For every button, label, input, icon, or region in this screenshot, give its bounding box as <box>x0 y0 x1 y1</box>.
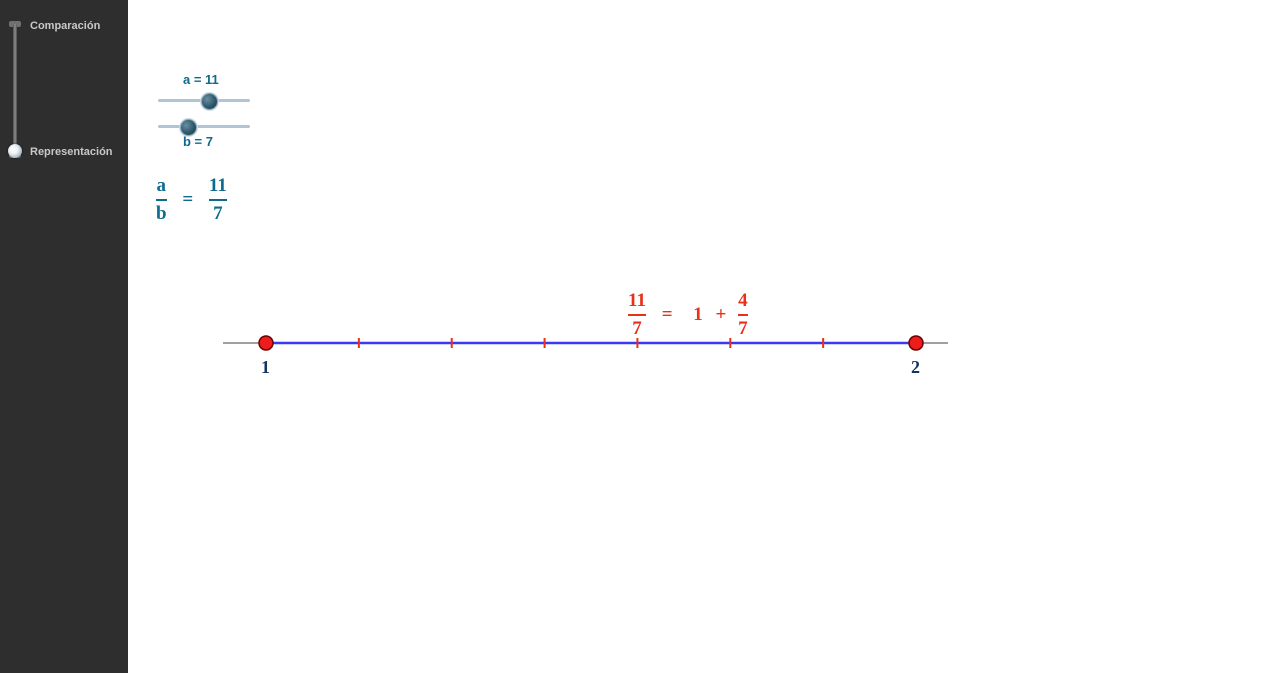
sidebar: Comparación Representación <box>0 0 128 673</box>
tab-representacion[interactable]: Representación <box>30 146 113 158</box>
canvas: a = 11 b = 7 a b = 11 7 11 7 = 1 + 4 7 <box>128 0 1280 673</box>
axis-label-2: 2 <box>911 357 920 378</box>
number-line <box>128 0 1280 673</box>
vertical-slider-thumb[interactable] <box>8 144 22 158</box>
tab-comparacion[interactable]: Comparación <box>30 20 100 32</box>
axis-label-1: 1 <box>261 357 270 378</box>
vertical-slider-track[interactable] <box>13 24 17 154</box>
